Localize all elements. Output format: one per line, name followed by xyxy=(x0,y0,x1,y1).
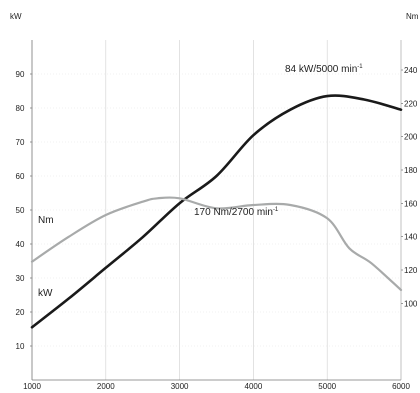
nm-peak-text: 170 Nm/2700 min xyxy=(194,207,273,218)
kw-peak-text: 84 kW/5000 min xyxy=(285,64,357,75)
y-right-tick-label-140: 140 xyxy=(404,233,418,242)
nm-peak-annotation: 170 Nm/2700 min-1 xyxy=(194,207,279,218)
y-left-tick-label-50: 50 xyxy=(16,206,25,215)
y-right-tick-label-180: 180 xyxy=(404,166,418,175)
y-left-tick-label-20: 20 xyxy=(16,308,25,317)
kw-peak-superscript: -1 xyxy=(357,64,363,70)
y-right-tick-label-120: 120 xyxy=(404,266,418,275)
y-left-tick-label-10: 10 xyxy=(16,342,25,351)
x-tick-label-2000: 2000 xyxy=(97,382,115,391)
nm-series-label: Nm xyxy=(38,215,54,226)
left-axis-unit: kW xyxy=(10,12,22,21)
x-tick-label-4000: 4000 xyxy=(245,382,263,391)
y-left-tick-label-40: 40 xyxy=(16,240,25,249)
series-line-kw xyxy=(30,94,403,329)
x-tick-label-5000: 5000 xyxy=(318,382,336,391)
kw-series-label: kW xyxy=(38,288,53,299)
series-line-nm xyxy=(30,196,403,292)
series-lines xyxy=(30,94,403,329)
kw-peak-annotation: 84 kW/5000 min-1 xyxy=(285,64,363,75)
y-left-tick-label-80: 80 xyxy=(16,104,25,113)
y-right-tick-label-200: 200 xyxy=(404,133,418,142)
right-axis-unit: Nm xyxy=(406,12,419,21)
x-tick-label-1000: 1000 xyxy=(23,382,41,391)
x-tick-label-3000: 3000 xyxy=(171,382,189,391)
y-left-tick-label-30: 30 xyxy=(16,274,25,283)
tick-labels: 1000 2000 3000 4000 5000 6000 10 20 30 40 50 60 70 80… xyxy=(16,66,418,391)
y-right-tick-label-240: 240 xyxy=(404,66,418,75)
y-left-tick-label-60: 60 xyxy=(16,172,25,181)
nm-peak-superscript: -1 xyxy=(273,207,279,213)
y-left-tick-label-70: 70 xyxy=(16,138,25,147)
y-right-tick-label-100: 100 xyxy=(404,299,418,308)
x-tick-label-6000: 6000 xyxy=(392,382,410,391)
y-right-tick-label-220: 220 xyxy=(404,99,418,108)
axes xyxy=(30,40,403,381)
y-left-tick-label-90: 90 xyxy=(16,70,25,79)
y-right-tick-label-160: 160 xyxy=(404,199,418,208)
